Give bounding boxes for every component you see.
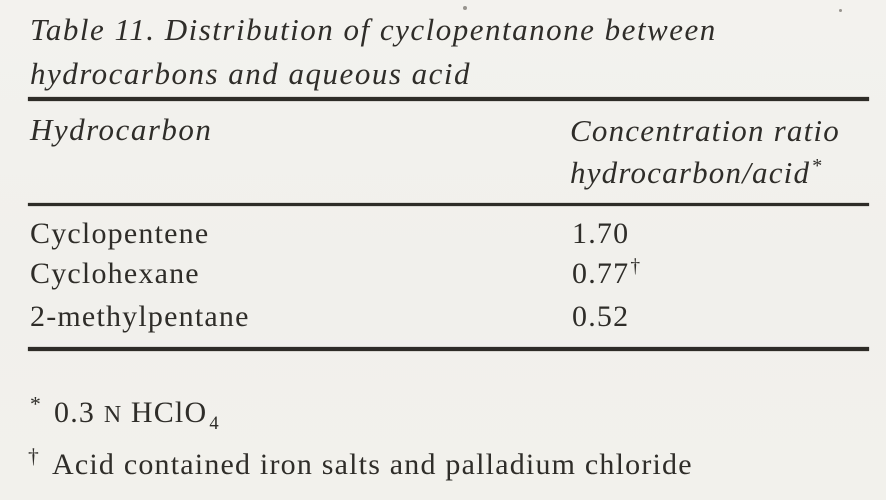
column-header-concentration-line-2: hydrocarbon/acid* (570, 152, 840, 198)
scan-speck (839, 9, 842, 12)
scan-speck (463, 6, 467, 10)
column-header-hydrocarbon: Hydrocarbon (30, 112, 213, 147)
column-header-footnote-marker: * (811, 154, 823, 177)
footnote-acid-compound: HClO (130, 396, 208, 429)
footnote-acid-normality: N (103, 402, 123, 428)
row-ratio-value: 0.77† (572, 254, 641, 298)
column-header-concentration-ratio: Concentration ratio hydrocarbon/acid* (570, 110, 840, 198)
row-hydrocarbon-name: 2-methylpentane (30, 300, 250, 333)
footnote-acid-amount: 0.3 (54, 396, 96, 429)
row-ratio-number: 0.77 (572, 256, 630, 290)
row-ratio-number: 0.52 (572, 300, 630, 333)
row-ratio-value: 0.52 (572, 297, 630, 337)
row-ratio-value: 1.70 (572, 214, 630, 254)
table-row: Cyclopentene 1.70 (30, 214, 850, 254)
table-row: Cyclohexane 0.77† (30, 254, 850, 298)
footnote-acid-concentration: * 0.3 N HClO 4 (30, 392, 220, 433)
row-ratio-number: 1.70 (572, 217, 630, 250)
table-title-line-1: Table 11. Distribution of cyclopentanone… (30, 12, 717, 47)
row-hydrocarbon-name: Cyclopentene (30, 217, 210, 250)
footnote-acid-subscript: 4 (209, 412, 220, 434)
row-footnote-marker: † (630, 255, 642, 277)
table-title-line-2: hydrocarbons and aqueous acid (30, 56, 472, 91)
row-hydrocarbon-name: Cyclohexane (30, 256, 200, 290)
table-header-rule (28, 203, 869, 206)
dagger-footnote-marker: † (28, 444, 40, 469)
table-bottom-rule (28, 347, 869, 351)
table-row: 2-methylpentane 0.52 (30, 297, 850, 337)
table-body: Cyclopentene 1.70 Cyclohexane 0.77† 2-me… (30, 214, 850, 337)
footnote-iron-salts: † Acid contained iron salts and palladium… (28, 444, 693, 482)
column-header-concentration-line-2-text: hydrocarbon/acid (570, 155, 811, 190)
asterisk-footnote-marker: * (30, 392, 42, 417)
table-top-rule (28, 97, 869, 101)
footnote-iron-text: Acid contained iron salts and palladium … (52, 448, 693, 481)
column-header-concentration-line-1: Concentration ratio (570, 113, 840, 148)
table-title: Table 11. Distribution of cyclopentanone… (30, 8, 717, 96)
